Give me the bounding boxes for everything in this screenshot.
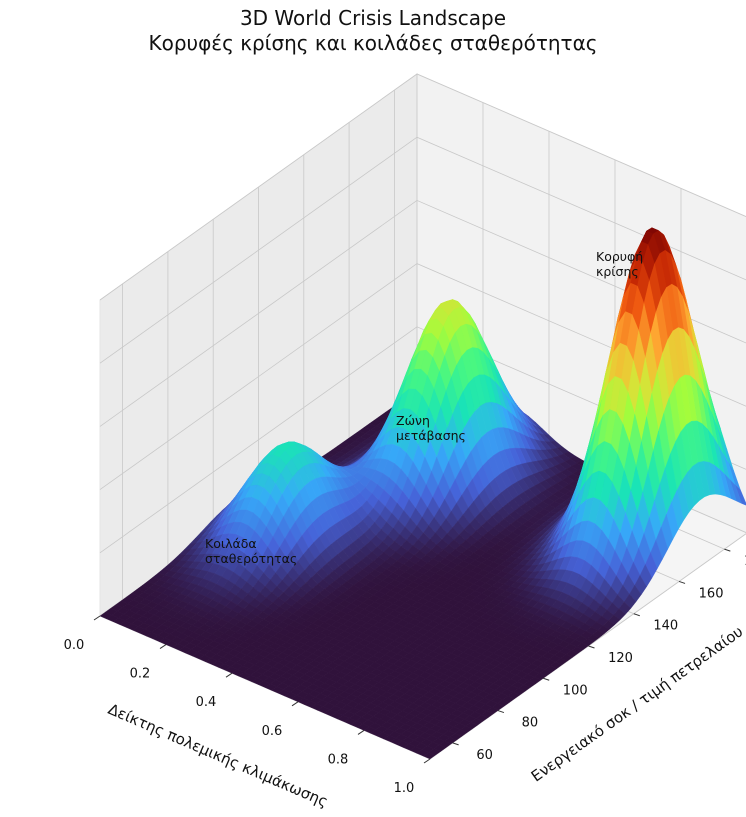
y-tick-label: 140 <box>653 619 678 634</box>
peak-annotation: Κοιλάδα σταθερότητας <box>205 536 297 566</box>
y-tick <box>724 548 731 552</box>
annotation-line: κρίσης <box>596 264 639 279</box>
y-tick-label: 160 <box>699 586 724 601</box>
surface-patch <box>422 752 436 760</box>
surface <box>99 227 746 760</box>
x-axis-label: Δείκτης πολεμικής κλιμάκωσης <box>105 700 330 811</box>
y-tick <box>588 645 595 649</box>
x-tick-label: 0.6 <box>262 724 283 739</box>
x-tick <box>423 758 431 764</box>
tick-labels: 0.00.20.40.60.81.060801001201401601800.0… <box>64 548 746 796</box>
x-tick <box>291 701 299 707</box>
x-tick-label: 0.4 <box>196 695 217 710</box>
y-tick-label: 60 <box>476 748 493 763</box>
x-tick-label: 0.2 <box>130 667 151 682</box>
chart-subtitle: Κορυφές κρίσης και κοιλάδες σταθερότητας <box>148 31 598 55</box>
x-tick <box>357 729 365 735</box>
peak-annotation: Ζώνη μετάβασης <box>396 413 466 443</box>
y-tick <box>452 742 459 746</box>
annotation-line: Κοιλάδα <box>205 536 257 551</box>
annotation-line: Κορυφή <box>596 249 643 264</box>
annotation-line: σταθερότητας <box>205 551 297 566</box>
x-tick <box>159 644 167 650</box>
annotation-line: Ζώνη <box>396 413 430 428</box>
y-tick <box>497 710 505 714</box>
peak-annotation: Κορυφή κρίσης <box>596 249 643 279</box>
x-tick-label: 0.0 <box>64 638 85 653</box>
x-tick-label: 0.8 <box>328 752 349 767</box>
y-tick-label: 180 <box>744 554 746 569</box>
x-tick-label: 1.0 <box>394 781 415 796</box>
y-tick <box>678 580 686 584</box>
annotation-line: μετάβασης <box>396 428 466 443</box>
chart-title: 3D World Crisis Landscape <box>239 6 507 30</box>
y-tick-label: 100 <box>563 683 588 698</box>
y-tick <box>543 677 550 681</box>
x-tick <box>93 615 101 621</box>
y-tick-label: 80 <box>522 716 539 731</box>
y-tick-label: 120 <box>608 651 633 666</box>
y-tick <box>633 613 640 617</box>
x-tick <box>225 672 233 678</box>
